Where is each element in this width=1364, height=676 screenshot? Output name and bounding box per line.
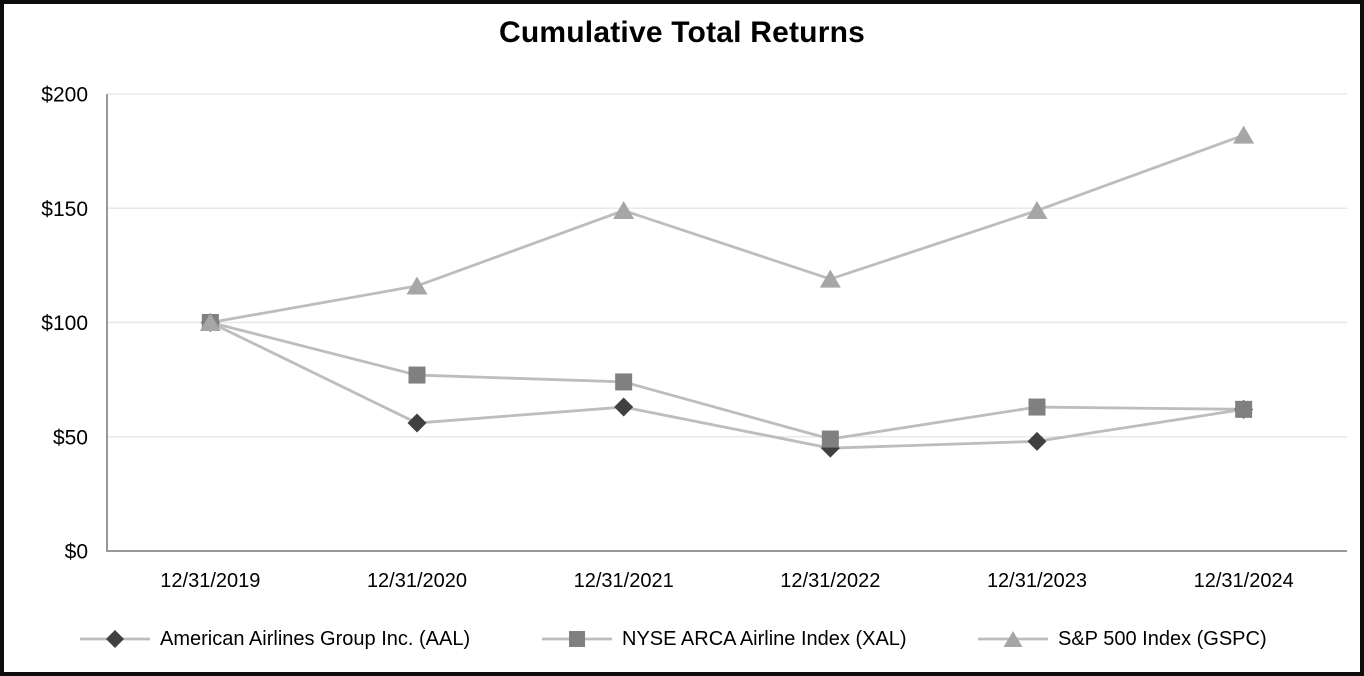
data-point-gspc-2 xyxy=(613,201,635,220)
y-tick-label-100: $100 xyxy=(41,312,88,335)
data-point-xal-4 xyxy=(1028,398,1046,416)
data-point-aal-4 xyxy=(1027,431,1047,451)
chart-title: Cumulative Total Returns xyxy=(499,16,865,49)
data-point-xal-5 xyxy=(1235,400,1253,418)
series-line-xal xyxy=(209,321,1244,441)
x-tick-label-3: 12/31/2022 xyxy=(780,570,880,592)
data-point-gspc-1 xyxy=(406,276,428,295)
chart-plot-area: $0 $50 $100 $150 $200 12/31/2019 12/31/2020 12/… xyxy=(41,84,1347,592)
data-point-aal-2 xyxy=(614,397,634,417)
y-tick-label-150: $150 xyxy=(41,198,88,221)
y-tick-label-50: $50 xyxy=(53,426,88,449)
data-point-gspc-4 xyxy=(1026,201,1048,220)
data-point-xal-3 xyxy=(821,430,839,448)
x-tick-label-4: 12/31/2023 xyxy=(987,570,1087,592)
x-tick-label-2: 12/31/2021 xyxy=(574,570,674,592)
x-tick-label-0: 12/31/2019 xyxy=(160,570,260,592)
y-tick-label-200: $200 xyxy=(41,84,88,107)
data-point-xal-2 xyxy=(615,373,633,391)
data-point-gspc-3 xyxy=(819,269,841,288)
series-line-gspc xyxy=(210,133,1245,324)
data-point-gspc-0 xyxy=(199,313,221,331)
series-line-aal xyxy=(209,321,1244,450)
x-tick-label-1: 12/31/2020 xyxy=(367,570,467,592)
data-point-gspc-5 xyxy=(1233,125,1255,144)
data-point-aal-1 xyxy=(407,413,427,433)
data-point-xal-1 xyxy=(408,366,426,384)
x-tick-label-5: 12/31/2024 xyxy=(1194,570,1294,592)
y-tick-label-0: $0 xyxy=(65,541,88,564)
